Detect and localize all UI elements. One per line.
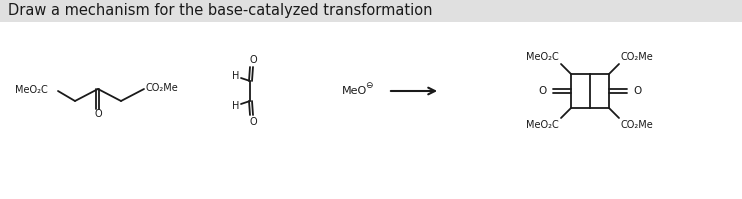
Text: O: O	[249, 117, 257, 127]
Text: MeO: MeO	[342, 86, 367, 96]
Text: CO₂Me: CO₂Me	[621, 120, 654, 130]
Text: MeO₂C: MeO₂C	[16, 85, 48, 95]
Text: O: O	[633, 86, 641, 96]
Text: O: O	[94, 109, 102, 119]
Text: MeO₂C: MeO₂C	[526, 52, 559, 62]
Text: O: O	[539, 86, 547, 96]
Text: ⊖: ⊖	[365, 81, 372, 90]
Text: MeO₂C: MeO₂C	[526, 120, 559, 130]
Text: CO₂Me: CO₂Me	[146, 83, 179, 93]
Text: Draw a mechanism for the base-catalyzed transformation: Draw a mechanism for the base-catalyzed …	[8, 4, 433, 19]
Text: O: O	[249, 55, 257, 65]
Bar	[0, 0, 742, 22]
Text: CO₂Me: CO₂Me	[621, 52, 654, 62]
Text: H: H	[232, 71, 240, 81]
Text: H: H	[232, 101, 240, 111]
